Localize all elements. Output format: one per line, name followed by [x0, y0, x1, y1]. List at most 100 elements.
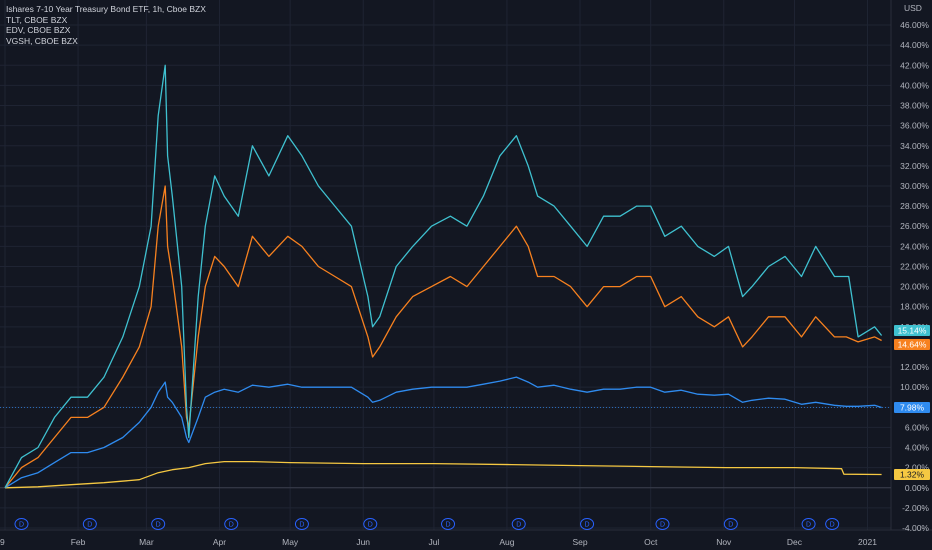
y-tick-label: 10.00% — [900, 382, 929, 392]
dividend-marker[interactable]: D — [825, 518, 840, 530]
dividend-marker-circle — [151, 518, 166, 530]
x-tick-label: Nov — [716, 537, 732, 547]
dividend-marker-label: D — [156, 522, 161, 529]
last-value-text-ief: 7.98% — [900, 402, 925, 412]
dividend-marker-circle — [801, 518, 816, 530]
dividend-marker-label: D — [299, 522, 304, 529]
y-tick-label: -4.00% — [902, 523, 929, 533]
y-tick-label: 28.00% — [900, 201, 929, 211]
last-value-text-vgsh: 1.32% — [900, 469, 925, 479]
x-tick-label: Apr — [213, 537, 226, 547]
dividend-marker[interactable]: D — [294, 518, 309, 530]
y-tick-label: 40.00% — [900, 80, 929, 90]
dividend-marker-label: D — [660, 522, 665, 529]
dividend-marker[interactable]: D — [655, 518, 670, 530]
y-tick-label: 18.00% — [900, 302, 929, 312]
y-tick-label: 44.00% — [900, 40, 929, 50]
dividend-marker-circle — [580, 518, 595, 530]
dividend-marker-circle — [441, 518, 456, 530]
gridlines — [0, 0, 891, 530]
last-value-badge-vgsh — [894, 468, 930, 480]
legend-vgsh[interactable]: VGSH, CBOE BZX — [6, 35, 78, 46]
dividend-marker[interactable]: D — [224, 518, 239, 530]
x-tick-label: May — [282, 537, 299, 547]
series-line-tlt — [4, 185, 882, 489]
dividend-marker-label: D — [830, 522, 835, 529]
y-tick-label: 30.00% — [900, 181, 929, 191]
x-tick-label: Aug — [499, 537, 514, 547]
dividend-marker-label: D — [229, 522, 234, 529]
last-value-badge-tlt — [894, 339, 930, 351]
dividend-marker-circle — [723, 518, 738, 530]
x-tick-label: Dec — [787, 537, 803, 547]
x-tick-label: 9 — [0, 537, 5, 547]
y-tick-label: 4.00% — [905, 443, 930, 453]
legend-tlt[interactable]: TLT, CBOE BZX — [6, 14, 68, 25]
dividend-marker-label: D — [728, 522, 733, 529]
y-tick-label: 36.00% — [900, 121, 929, 131]
dividend-marker-circle — [363, 518, 378, 530]
last-value-badge-edv — [894, 324, 930, 336]
dividend-marker[interactable]: D — [580, 518, 595, 530]
legend-main-symbol[interactable]: Ishares 7-10 Year Treasury Bond ETF, 1h,… — [6, 4, 206, 14]
series-line-edv — [4, 64, 883, 489]
x-tick-label: 2021 — [858, 537, 877, 547]
dividend-marker-label: D — [368, 522, 373, 529]
dividend-marker-circle — [14, 518, 29, 530]
dividend-marker-label: D — [19, 522, 24, 529]
y-tick-label: 6.00% — [905, 422, 930, 432]
dividend-marker[interactable]: D — [363, 518, 378, 530]
legend-edv[interactable]: EDV, CBOE BZX — [6, 25, 71, 35]
y-tick-label: 22.00% — [900, 261, 929, 271]
y-tick-label: 20.00% — [900, 282, 929, 292]
x-tick-label: Feb — [71, 537, 86, 547]
dividend-marker[interactable]: D — [511, 518, 526, 530]
last-value-labels: 15.14% 14.64% 7.98% 1.32% — [894, 324, 930, 480]
y-tick-label: 0.00% — [905, 483, 930, 493]
last-value-text-tlt: 14.64% — [898, 340, 927, 350]
y-tick-label: 12.00% — [900, 362, 929, 372]
y-tick-label: 32.00% — [900, 161, 929, 171]
dividend-marker-circle — [294, 518, 309, 530]
y-tick-label: 38.00% — [900, 101, 929, 111]
dividend-marker[interactable]: D — [723, 518, 738, 530]
dividend-marker[interactable]: D — [14, 518, 29, 530]
dividend-marker-label: D — [516, 522, 521, 529]
dividend-marker[interactable]: D — [441, 518, 456, 530]
x-tick-label: Mar — [139, 537, 154, 547]
y-tick-label: 46.00% — [900, 20, 929, 30]
dividend-marker-circle — [511, 518, 526, 530]
y-tick-label: -2.00% — [902, 503, 929, 513]
legend: Ishares 7-10 Year Treasury Bond ETF, 1h,… — [6, 4, 206, 46]
dividend-marker-label: D — [446, 522, 451, 529]
y-tick-label: 34.00% — [900, 141, 929, 151]
time-axis[interactable]: 9 Feb Mar Apr May Jun Jul Aug Sep Oct Nov Dec 2021 — [0, 537, 877, 547]
dividend-marker-label: D — [806, 522, 811, 529]
dividend-marker-circle — [224, 518, 239, 530]
x-tick-label: Oct — [644, 537, 658, 547]
y-tick-label: 26.00% — [900, 221, 929, 231]
series-lines — [0, 64, 891, 489]
dividend-marker-circle — [655, 518, 670, 530]
dividend-marker-label: D — [87, 522, 92, 529]
series-line-ief — [4, 376, 882, 489]
dividend-marker[interactable]: D — [82, 518, 97, 530]
x-tick-label: Sep — [572, 537, 587, 547]
y-tick-label: 24.00% — [900, 241, 929, 251]
dividend-marker[interactable]: D — [801, 518, 816, 530]
series-line-vgsh — [4, 460, 882, 489]
x-tick-label: Jul — [428, 537, 439, 547]
currency-label: USD — [904, 3, 922, 13]
y-tick-label: 2.00% — [905, 463, 930, 473]
dividend-marker-label: D — [585, 522, 590, 529]
last-value-text-edv: 15.14% — [898, 325, 927, 335]
dividend-marker-circle — [825, 518, 840, 530]
last-value-badge-ief — [894, 401, 930, 413]
y-tick-label: 42.00% — [900, 60, 929, 70]
dividend-marker[interactable]: D — [151, 518, 166, 530]
x-tick-label: Jun — [356, 537, 370, 547]
dividend-marker-circle — [82, 518, 97, 530]
